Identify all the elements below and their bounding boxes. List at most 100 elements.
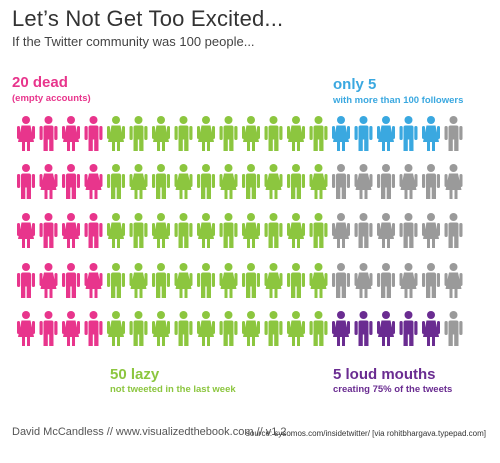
person-icon-other-r2-c18	[399, 164, 418, 199]
person-icon-dead-r4-c1	[17, 263, 35, 298]
person-icon-loud-r5-c15	[332, 311, 350, 346]
person-icon-loud-r5-c17	[377, 311, 395, 346]
person-icon-other-r3-c17	[377, 213, 395, 248]
person-icon-lazy-r5-c5	[107, 311, 125, 346]
person-icon-dead-r1-c2	[39, 116, 58, 151]
person-icon-lazy-r5-c11	[242, 311, 260, 346]
person-icon-dead-r3-c2	[39, 213, 58, 248]
credit-text: David McCandless // www.visualizedtheboo…	[12, 426, 287, 438]
person-icon-dead-r2-c2	[39, 164, 58, 199]
person-icon-lazy-r1-c7	[152, 116, 170, 151]
person-icon-lazy-r1-c9	[197, 116, 215, 151]
loud-count-label: 5 loud mouths	[333, 366, 436, 383]
person-icon-lazy-r5-c7	[152, 311, 170, 346]
person-icon-loud-r5-c18	[399, 311, 418, 346]
person-icon-lazy-r1-c10	[219, 116, 238, 151]
person-icon-lazy-r5-c13	[287, 311, 305, 346]
person-icon-lazy-r3-c12	[264, 213, 283, 248]
person-icon-lazy-r5-c8	[174, 311, 193, 346]
person-icon-other-r4-c19	[422, 263, 440, 298]
person-icon-lazy-r5-c12	[264, 311, 283, 346]
page-subtitle: If the Twitter community was 100 people.…	[12, 34, 255, 49]
person-icon-dead-r1-c3	[62, 116, 80, 151]
person-icon-other-r1-c20	[444, 116, 463, 151]
person-icon-lazy-r4-c6	[129, 263, 148, 298]
person-icon-lazy-r5-c6	[129, 311, 148, 346]
person-icon-other-r2-c16	[354, 164, 373, 199]
person-icon-other-r2-c20	[444, 164, 463, 199]
person-icon-lazy-r2-c14	[309, 164, 328, 199]
person-icon-dead-r5-c2	[39, 311, 58, 346]
person-icon-other-r4-c17	[377, 263, 395, 298]
person-icon-dead-r3-c3	[62, 213, 80, 248]
person-icon-loud-r5-c19	[422, 311, 440, 346]
person-icon-lazy-r2-c9	[197, 164, 215, 199]
person-icon-loud-r5-c16	[354, 311, 373, 346]
lazy-description-label: not tweeted in the last week	[110, 384, 236, 395]
person-icon-only5-r1-c19	[422, 116, 440, 151]
person-icon-lazy-r3-c5	[107, 213, 125, 248]
person-icon-dead-r3-c4	[84, 213, 103, 248]
source-text: source: sysomos.com/insidetwitter/ [via …	[245, 429, 486, 438]
person-icon-lazy-r1-c13	[287, 116, 305, 151]
only5-count-label: only 5	[333, 76, 377, 93]
person-icon-other-r3-c15	[332, 213, 350, 248]
person-icon-lazy-r4-c8	[174, 263, 193, 298]
loud-description-label: creating 75% of the tweets	[333, 384, 453, 395]
person-icon-lazy-r4-c7	[152, 263, 170, 298]
person-icon-dead-r4-c4	[84, 263, 103, 298]
person-icon-dead-r2-c1	[17, 164, 35, 199]
person-icon-lazy-r5-c9	[197, 311, 215, 346]
page-title: Let’s Not Get Too Excited...	[12, 6, 284, 31]
person-icon-other-r3-c18	[399, 213, 418, 248]
person-icon-other-r3-c16	[354, 213, 373, 248]
person-icon-dead-r1-c4	[84, 116, 103, 151]
person-icon-dead-r4-c3	[62, 263, 80, 298]
person-icon-lazy-r2-c13	[287, 164, 305, 199]
person-icon-lazy-r3-c14	[309, 213, 328, 248]
person-icon-lazy-r4-c5	[107, 263, 125, 298]
person-icon-lazy-r2-c5	[107, 164, 125, 199]
person-icon-other-r3-c20	[444, 213, 463, 248]
person-icon-lazy-r3-c8	[174, 213, 193, 248]
person-icon-other-r4-c15	[332, 263, 350, 298]
person-icon-only5-r1-c18	[399, 116, 418, 151]
person-icon-other-r4-c18	[399, 263, 418, 298]
person-icon-lazy-r1-c6	[129, 116, 148, 151]
person-icon-dead-r3-c1	[17, 213, 35, 248]
person-icon-lazy-r2-c6	[129, 164, 148, 199]
person-icon-lazy-r3-c11	[242, 213, 260, 248]
person-icon-other-r2-c15	[332, 164, 350, 199]
person-icon-dead-r1-c1	[17, 116, 35, 151]
person-icon-lazy-r3-c7	[152, 213, 170, 248]
person-icon-dead-r2-c4	[84, 164, 103, 199]
person-icon-dead-r5-c1	[17, 311, 35, 346]
person-icon-other-r5-c20	[444, 311, 463, 346]
person-icon-lazy-r1-c8	[174, 116, 193, 151]
person-icon-lazy-r3-c6	[129, 213, 148, 248]
person-icon-lazy-r2-c8	[174, 164, 193, 199]
person-icon-other-r4-c20	[444, 263, 463, 298]
person-icon-lazy-r5-c10	[219, 311, 238, 346]
dead-count-label: 20 dead	[12, 74, 68, 91]
person-icon-lazy-r1-c14	[309, 116, 328, 151]
person-icon-lazy-r3-c13	[287, 213, 305, 248]
person-icon-other-r3-c19	[422, 213, 440, 248]
only5-description-label: with more than 100 followers	[333, 95, 464, 106]
person-icon-dead-r2-c3	[62, 164, 80, 199]
person-icon-lazy-r4-c12	[264, 263, 283, 298]
person-icon-other-r2-c17	[377, 164, 395, 199]
person-icon-lazy-r4-c10	[219, 263, 238, 298]
dead-description-label: (empty accounts)	[12, 93, 91, 104]
person-icon-only5-r1-c15	[332, 116, 350, 151]
person-icon-lazy-r3-c10	[219, 213, 238, 248]
person-icon-other-r4-c16	[354, 263, 373, 298]
person-icon-lazy-r2-c10	[219, 164, 238, 199]
person-icon-lazy-r4-c14	[309, 263, 328, 298]
person-icon-lazy-r1-c12	[264, 116, 283, 151]
person-icon-lazy-r3-c9	[197, 213, 215, 248]
person-icon-lazy-r4-c13	[287, 263, 305, 298]
person-icon-dead-r5-c4	[84, 311, 103, 346]
person-icon-lazy-r4-c11	[242, 263, 260, 298]
